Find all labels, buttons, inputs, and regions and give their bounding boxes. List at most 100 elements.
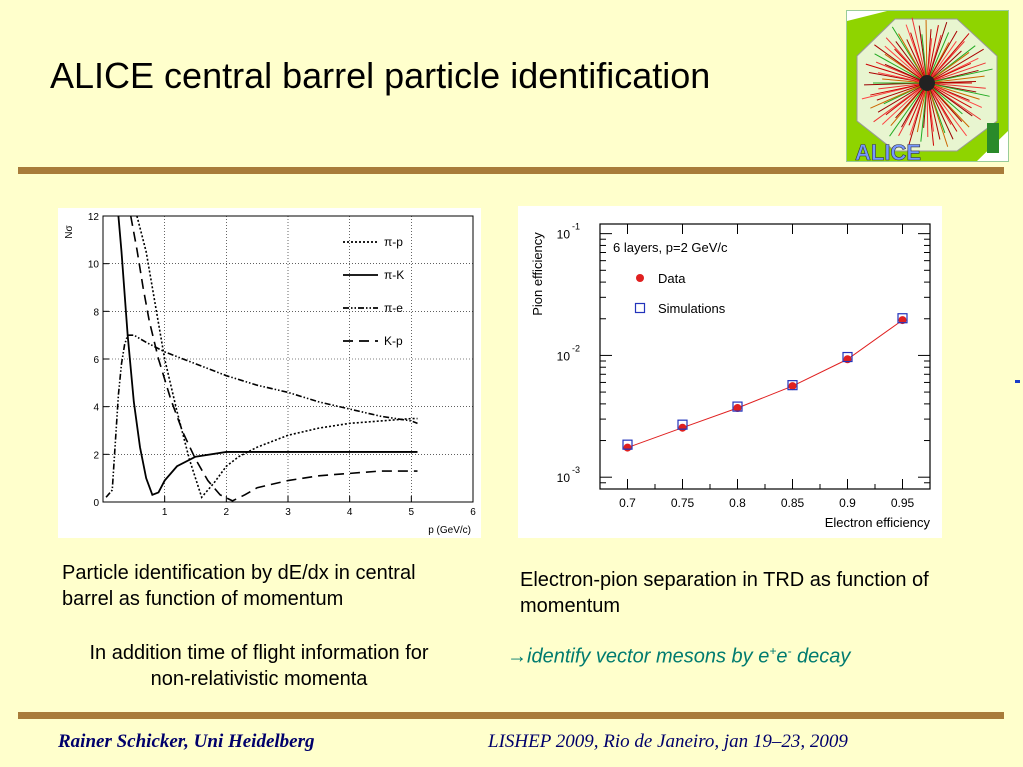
logo-ray bbox=[926, 30, 958, 84]
vm-sup-minus: - bbox=[787, 644, 792, 658]
x-axis-label: p (GeV/c) bbox=[428, 525, 471, 536]
trd-chart: 0.7 0.75 0.8 0.85 0.9 0.95 10 -3 10 -2 10 -1 Electro… bbox=[518, 206, 942, 538]
vm-text-prefix: →identify vector mesons by e bbox=[507, 645, 770, 668]
logo-ray bbox=[877, 72, 928, 84]
x-tick-label: 1 bbox=[162, 507, 168, 518]
caption-right: Electron-pion separation in TRD as funct… bbox=[520, 569, 929, 617]
y-tick-label: 6 bbox=[93, 355, 99, 366]
legend: Data Simulations bbox=[634, 271, 726, 316]
logo-ray bbox=[920, 82, 928, 142]
logo-ray bbox=[926, 48, 984, 84]
footer-conference: LISHEP 2009, Rio de Janeiro, jan 19–23, … bbox=[488, 731, 848, 752]
legend-label: π-e bbox=[384, 301, 403, 315]
data-point bbox=[733, 404, 742, 413]
logo-ray bbox=[926, 82, 949, 147]
logo-ray bbox=[885, 37, 928, 84]
data-point bbox=[788, 382, 797, 391]
plot-frame bbox=[599, 223, 931, 490]
series-Data bbox=[623, 316, 907, 452]
x-tick-label: 0.9 bbox=[839, 496, 856, 510]
legend-label: π-p bbox=[384, 235, 403, 249]
logo-ray bbox=[926, 41, 965, 84]
fit-line bbox=[627, 319, 903, 449]
x-tick-label: 0.7 bbox=[619, 496, 636, 510]
x-tick-label: 4 bbox=[347, 507, 353, 518]
logo-ray bbox=[884, 45, 928, 84]
logo-ray bbox=[911, 17, 928, 84]
logo-ray bbox=[926, 21, 948, 84]
data-point bbox=[623, 443, 632, 452]
logo-ray bbox=[906, 39, 928, 84]
logo-ray bbox=[926, 75, 985, 84]
series-line-π-K bbox=[117, 216, 418, 497]
x-tick-label: 5 bbox=[409, 507, 415, 518]
y-tick-label: 4 bbox=[93, 403, 99, 414]
logo-ray bbox=[870, 82, 928, 96]
y-tick-base: 10 bbox=[557, 228, 571, 242]
vector-meson-note: →identify vector mesons by e+e- decay bbox=[507, 644, 850, 669]
logo-ray bbox=[881, 82, 928, 125]
stray-mark bbox=[1015, 380, 1020, 383]
dedx-chart: 1 2 3 4 5 6 0 2 4 6 8 10 12 p (GeV/c) Nσ π-p π-K π-e K-p bbox=[58, 208, 481, 538]
logo-ray bbox=[926, 41, 957, 84]
sim-point bbox=[622, 439, 633, 450]
legend-marker bbox=[636, 274, 644, 282]
logo-ray bbox=[925, 19, 928, 84]
logo-ray bbox=[926, 82, 954, 140]
logo-ray bbox=[876, 82, 928, 101]
logo-ray bbox=[926, 25, 939, 84]
sim-point bbox=[897, 313, 908, 324]
chart-title: 6 layers, p=2 GeV/c bbox=[613, 240, 728, 255]
legend-label: Data bbox=[658, 271, 686, 286]
logo-ray bbox=[926, 82, 983, 108]
y-axis-label: Pion efficiency bbox=[530, 232, 545, 316]
logo-ray bbox=[926, 82, 935, 146]
y-tick-base: 10 bbox=[557, 471, 571, 485]
x-tick-label: 2 bbox=[224, 507, 230, 518]
x-axis-label: Electron efficiency bbox=[825, 515, 931, 530]
logo-ray bbox=[916, 82, 928, 133]
logo-ray bbox=[895, 41, 928, 84]
tof-note: In addition time of flight information f… bbox=[89, 642, 429, 690]
logo-ray bbox=[926, 82, 973, 117]
vm-sup-plus: + bbox=[769, 644, 777, 658]
logo-text: ALICE bbox=[855, 140, 921, 161]
vm-text-suffix: decay bbox=[791, 645, 851, 668]
y-tick-exp: -3 bbox=[572, 465, 580, 475]
logo-ray bbox=[865, 63, 928, 84]
x-ticks: 0.7 0.75 0.8 0.85 0.9 0.95 bbox=[599, 224, 931, 510]
x-tick-label: 0.75 bbox=[671, 496, 695, 510]
logo-ray bbox=[926, 68, 993, 84]
logo-ray bbox=[926, 82, 929, 138]
x-tick-label: 0.85 bbox=[781, 496, 805, 510]
data-point bbox=[898, 316, 907, 325]
logo-ray bbox=[910, 32, 928, 84]
logo-ray bbox=[889, 82, 928, 137]
logo-ray bbox=[921, 34, 928, 84]
caption-left: Particle identification by dE/dx in cent… bbox=[62, 562, 416, 610]
y-tick-label: 12 bbox=[88, 212, 100, 223]
logo-ray bbox=[874, 44, 928, 84]
sim-point bbox=[677, 419, 688, 430]
bottom-divider bbox=[18, 712, 1004, 719]
alice-logo: ALICE bbox=[846, 10, 1009, 165]
logo-ray bbox=[926, 62, 986, 84]
logo-ray bbox=[877, 82, 928, 113]
sim-point bbox=[732, 401, 743, 412]
logo-ray bbox=[909, 82, 928, 136]
y-ticks: 0 2 4 6 8 10 12 bbox=[88, 212, 109, 509]
legend-label: Simulations bbox=[658, 301, 726, 316]
x-tick-label: 3 bbox=[285, 507, 291, 518]
series-line-K-p bbox=[129, 216, 418, 502]
y-tick-base: 10 bbox=[557, 349, 571, 363]
y-ticks: 10-310-210-1 bbox=[557, 222, 930, 490]
y-tick-exp: -2 bbox=[572, 343, 580, 353]
logo-ray bbox=[898, 33, 928, 84]
sim-point bbox=[787, 380, 798, 391]
y-tick-label: 10 bbox=[88, 260, 100, 271]
series-Simulations bbox=[622, 313, 908, 450]
data-point bbox=[678, 423, 687, 432]
logo-ray bbox=[926, 82, 986, 89]
y-tick-label: 8 bbox=[93, 307, 99, 318]
footer-author: Rainer Schicker, Uni Heidelberg bbox=[58, 731, 315, 752]
